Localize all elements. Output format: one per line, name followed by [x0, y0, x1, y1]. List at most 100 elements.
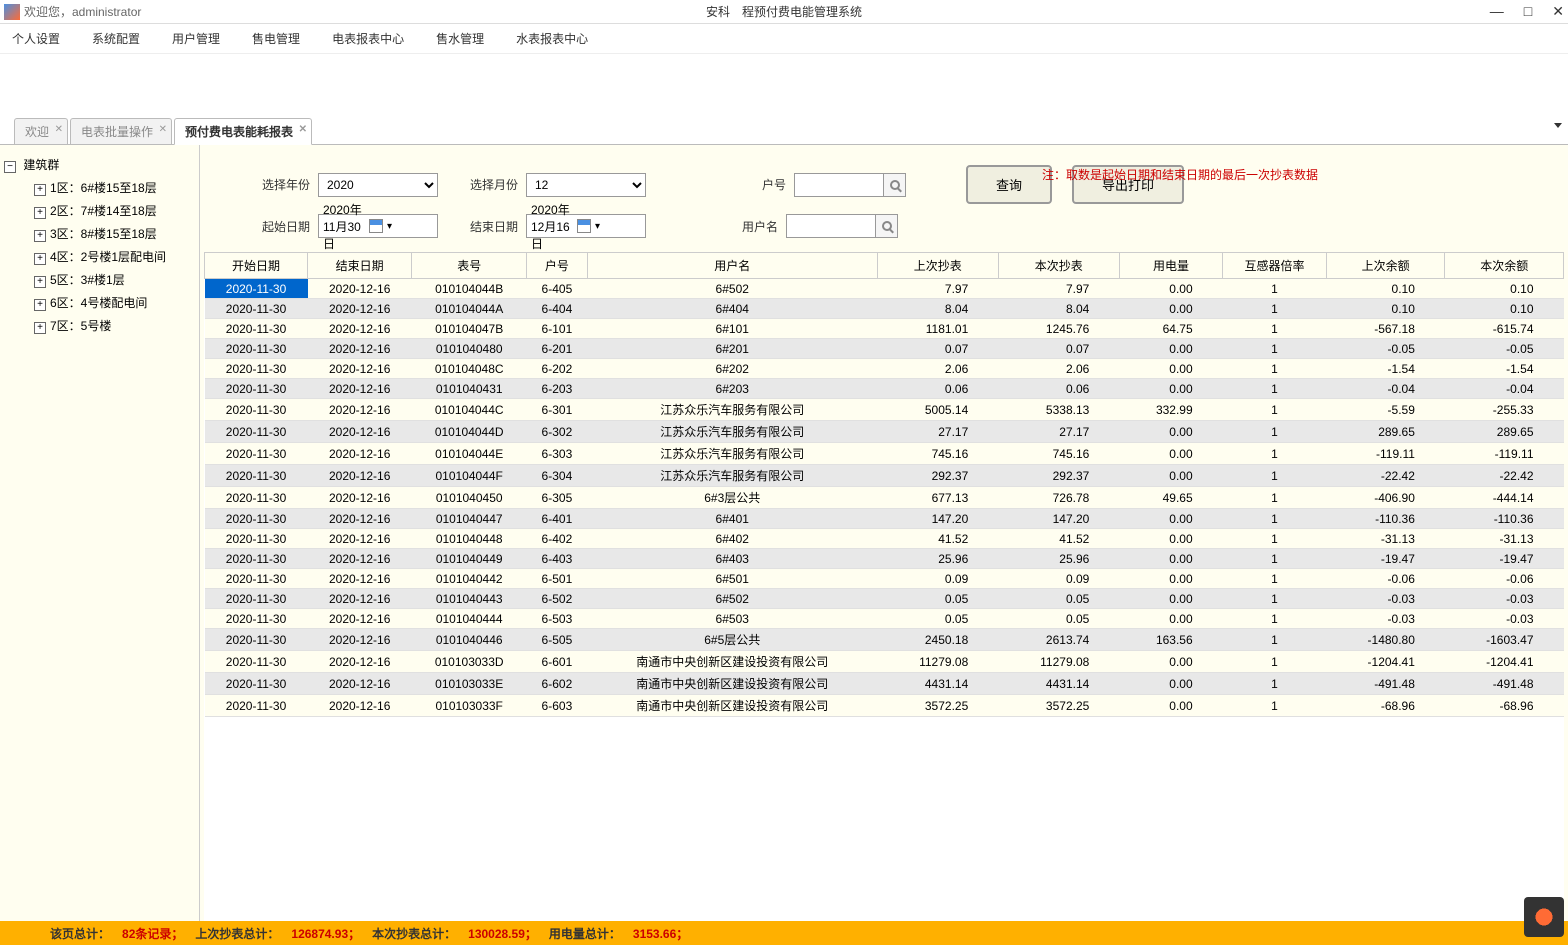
table-row[interactable]: 2020-11-302020-12-1601010404496-4036#403…	[205, 549, 1564, 569]
column-header[interactable]: 本次抄表	[998, 253, 1119, 279]
table-row[interactable]: 2020-11-302020-12-16010104044D6-302江苏众乐汽…	[205, 421, 1564, 443]
column-header[interactable]: 户号	[527, 253, 588, 279]
menu-users[interactable]: 用户管理	[172, 30, 220, 47]
month-select[interactable]: 12	[526, 173, 646, 197]
year-select[interactable]: 2020	[318, 173, 438, 197]
table-row[interactable]: 2020-11-302020-12-16010104047B6-1016#101…	[205, 319, 1564, 339]
table-row[interactable]: 2020-11-302020-12-1601010404806-2016#201…	[205, 339, 1564, 359]
tree-node-zone-2[interactable]: +2区：7#楼14至18层	[4, 199, 195, 222]
tree-expand-icon[interactable]: +	[34, 230, 46, 242]
table-cell: 1	[1223, 279, 1327, 299]
tree-node-zone-4[interactable]: +4区：2号楼1层配电间	[4, 245, 195, 268]
table-row[interactable]: 2020-11-302020-12-16010103033D6-601南通市中央…	[205, 651, 1564, 673]
table-row[interactable]: 2020-11-302020-12-1601010404446-5036#503…	[205, 609, 1564, 629]
table-cell: -110.36	[1326, 509, 1445, 529]
tab-close-icon[interactable]: ✕	[159, 124, 167, 135]
table-cell: 0101040444	[412, 609, 527, 629]
tree-expand-icon[interactable]: +	[34, 276, 46, 288]
column-header[interactable]: 互感器倍率	[1223, 253, 1327, 279]
table-row[interactable]: 2020-11-302020-12-1601010404436-5026#502…	[205, 589, 1564, 609]
table-row[interactable]: 2020-11-302020-12-1601010404426-5016#501…	[205, 569, 1564, 589]
tab-close-icon[interactable]: ✕	[55, 124, 63, 135]
table-cell: 2020-12-16	[308, 339, 412, 359]
menu-elec-report[interactable]: 电表报表中心	[332, 30, 404, 47]
table-cell: 0.09	[998, 569, 1119, 589]
table-row[interactable]: 2020-11-302020-12-1601010404316-2036#203…	[205, 379, 1564, 399]
table-cell: 5338.13	[998, 399, 1119, 421]
table-row[interactable]: 2020-11-302020-12-1601010404486-4026#402…	[205, 529, 1564, 549]
maximize-button[interactable]: □	[1524, 3, 1532, 20]
tab-close-icon[interactable]: ✕	[299, 124, 307, 135]
query-button[interactable]: 查询	[966, 165, 1052, 204]
tree-expand-icon[interactable]: +	[34, 322, 46, 334]
menu-water-sale[interactable]: 售水管理	[436, 30, 484, 47]
column-header[interactable]: 开始日期	[205, 253, 308, 279]
last-read-value: 126874.93；	[291, 925, 360, 942]
tree-expand-icon[interactable]: +	[34, 184, 46, 196]
tab-batch[interactable]: 电表批量操作 ✕	[70, 118, 172, 144]
menu-water-report[interactable]: 水表报表中心	[516, 30, 588, 47]
tree-node-zone-3[interactable]: +3区：8#楼15至18层	[4, 222, 195, 245]
account-search-button[interactable]	[884, 173, 906, 197]
table-row[interactable]: 2020-11-302020-12-16010104044E6-303江苏众乐汽…	[205, 443, 1564, 465]
column-header[interactable]: 表号	[412, 253, 527, 279]
menu-personal[interactable]: 个人设置	[12, 30, 60, 47]
table-cell: -1.54	[1326, 359, 1445, 379]
column-header[interactable]: 上次余额	[1326, 253, 1445, 279]
username-label: 用户名	[728, 218, 778, 235]
table-cell: 6-502	[527, 589, 588, 609]
table-row[interactable]: 2020-11-302020-12-16010104044A6-4046#404…	[205, 299, 1564, 319]
username-input[interactable]	[786, 214, 876, 238]
table-row[interactable]: 2020-11-302020-12-16010104044C6-301江苏众乐汽…	[205, 399, 1564, 421]
account-input[interactable]	[794, 173, 884, 197]
table-container[interactable]: 开始日期结束日期表号户号用户名上次抄表本次抄表用电量互感器倍率上次余额本次余额 …	[204, 252, 1564, 921]
tree-root[interactable]: − 建筑群	[4, 153, 195, 176]
table-row[interactable]: 2020-11-302020-12-1601010404476-4016#401…	[205, 509, 1564, 529]
tabs-dropdown-icon[interactable]	[1554, 123, 1562, 128]
table-cell: 010104048C	[412, 359, 527, 379]
data-table: 开始日期结束日期表号户号用户名上次抄表本次抄表用电量互感器倍率上次余额本次余额 …	[204, 252, 1564, 717]
column-header[interactable]: 用电量	[1119, 253, 1222, 279]
start-date-input[interactable]: 2020年11月30日 ▾	[318, 214, 438, 238]
menu-bar: 个人设置 系统配置 用户管理 售电管理 电表报表中心 售水管理 水表报表中心	[0, 24, 1568, 54]
table-row[interactable]: 2020-11-302020-12-16010104044F6-304江苏众乐汽…	[205, 465, 1564, 487]
menu-elec-sale[interactable]: 售电管理	[252, 30, 300, 47]
tree-node-zone-7[interactable]: +7区：5号楼	[4, 314, 195, 337]
table-cell: 2020-12-16	[308, 549, 412, 569]
table-row[interactable]: 2020-11-302020-12-16010103033E6-602南通市中央…	[205, 673, 1564, 695]
year-label: 选择年份	[260, 176, 310, 193]
username-search-button[interactable]	[876, 214, 898, 238]
table-cell: 2020-11-30	[205, 319, 308, 339]
table-cell: 0.00	[1119, 673, 1222, 695]
tree-node-zone-6[interactable]: +6区：4号楼配电间	[4, 291, 195, 314]
table-row[interactable]: 2020-11-302020-12-16010103033F6-603南通市中央…	[205, 695, 1564, 717]
tree-expand-icon[interactable]: +	[34, 299, 46, 311]
table-cell: 010103033F	[412, 695, 527, 717]
table-cell: 0.07	[998, 339, 1119, 359]
close-button[interactable]: ✕	[1552, 3, 1564, 20]
column-header[interactable]: 上次抄表	[877, 253, 998, 279]
table-row[interactable]: 2020-11-302020-12-1601010404506-3056#3层公…	[205, 487, 1564, 509]
table-row[interactable]: 2020-11-302020-12-16010104044B6-4056#502…	[205, 279, 1564, 299]
tree-node-zone-5[interactable]: +5区：3#楼1层	[4, 268, 195, 291]
tree-expand-icon[interactable]: +	[34, 207, 46, 219]
tree-expand-icon[interactable]: +	[34, 253, 46, 265]
app-icon	[4, 4, 20, 20]
table-cell: -1.54	[1445, 359, 1564, 379]
table-cell: 2020-11-30	[205, 465, 308, 487]
tree-collapse-icon[interactable]: −	[4, 161, 16, 173]
column-header[interactable]: 用户名	[587, 253, 877, 279]
menu-system[interactable]: 系统配置	[92, 30, 140, 47]
table-cell: 2.06	[877, 359, 998, 379]
tab-report[interactable]: 预付费电表能耗报表 ✕	[174, 118, 312, 145]
end-date-input[interactable]: 2020年12月16日 ▾	[526, 214, 646, 238]
tree-node-zone-1[interactable]: +1区：6#楼15至18层	[4, 176, 195, 199]
table-row[interactable]: 2020-11-302020-12-16010104048C6-2026#202…	[205, 359, 1564, 379]
tab-welcome[interactable]: 欢迎 ✕	[14, 118, 68, 144]
table-cell: 1245.76	[998, 319, 1119, 339]
minimize-button[interactable]: —	[1490, 3, 1504, 20]
column-header[interactable]: 本次余额	[1445, 253, 1564, 279]
column-header[interactable]: 结束日期	[308, 253, 412, 279]
table-cell: 010104047B	[412, 319, 527, 339]
table-row[interactable]: 2020-11-302020-12-1601010404466-5056#5层公…	[205, 629, 1564, 651]
